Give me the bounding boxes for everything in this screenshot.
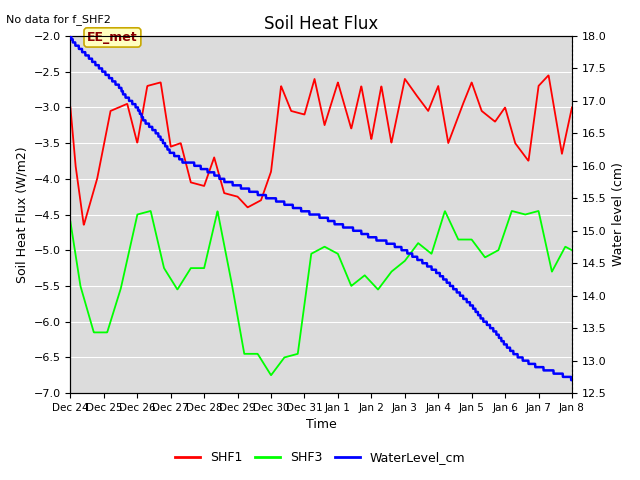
Title: Soil Heat Flux: Soil Heat Flux xyxy=(264,15,378,33)
Text: No data for f_SHF2: No data for f_SHF2 xyxy=(6,14,111,25)
Text: EE_met: EE_met xyxy=(87,31,138,44)
Y-axis label: Soil Heat Flux (W/m2): Soil Heat Flux (W/m2) xyxy=(15,146,28,283)
Y-axis label: Water level (cm): Water level (cm) xyxy=(612,163,625,266)
Legend: SHF1, SHF3, WaterLevel_cm: SHF1, SHF3, WaterLevel_cm xyxy=(170,446,470,469)
X-axis label: Time: Time xyxy=(306,419,337,432)
